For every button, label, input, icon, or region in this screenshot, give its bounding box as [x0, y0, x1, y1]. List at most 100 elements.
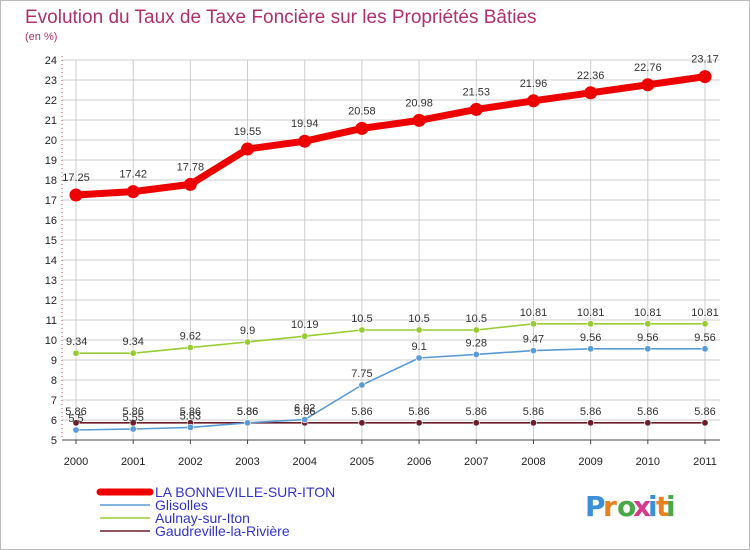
series-point: [244, 419, 252, 427]
legend-label: Aulnay-sur-Iton: [155, 510, 250, 526]
x-tick-label: 2006: [407, 456, 431, 468]
data-label: 10.5: [408, 313, 429, 325]
series-point: [358, 381, 366, 389]
series-point: [644, 320, 652, 328]
data-label: 10.5: [351, 313, 372, 325]
series-point: [701, 419, 709, 427]
data-label: 17.25: [62, 172, 90, 184]
y-tick-label: 13: [45, 275, 57, 287]
data-label: 10.81: [691, 307, 719, 319]
series-point: [529, 320, 537, 328]
data-label: 20.58: [348, 105, 376, 117]
x-tick-label: 2007: [464, 456, 488, 468]
y-tick-label: 12: [45, 295, 57, 307]
data-label: 5.86: [237, 406, 258, 418]
logo-letter: t: [656, 490, 669, 523]
x-tick-label: 2010: [636, 456, 660, 468]
series-point: [526, 94, 540, 108]
data-label: 10.81: [634, 307, 662, 319]
x-tick-label: 2001: [121, 456, 145, 468]
series-point: [472, 419, 480, 427]
data-label: 9.34: [66, 336, 87, 348]
series-point: [129, 349, 137, 357]
x-tick-label: 2009: [578, 456, 602, 468]
series-point: [126, 185, 140, 199]
data-label: 9.56: [637, 332, 658, 344]
x-tick-label: 2004: [292, 456, 316, 468]
series-point: [241, 142, 255, 156]
data-label: 9.34: [122, 336, 143, 348]
data-label: 10.81: [520, 307, 548, 319]
logo-letter: i: [666, 490, 676, 523]
data-label: 21.96: [520, 78, 548, 90]
data-label: 5.86: [580, 406, 601, 418]
x-tick-label: 2002: [178, 456, 202, 468]
series-line: [75, 347, 706, 431]
data-label: 5.86: [237, 406, 258, 418]
series-point: [183, 177, 197, 191]
logo-letter: x: [633, 490, 651, 523]
series-point: [701, 320, 709, 328]
series-point: [472, 350, 480, 358]
data-label: 9.62: [180, 331, 201, 343]
data-label: 5.5: [68, 413, 83, 425]
data-label: 5.86: [466, 406, 487, 418]
legend-label: Gaudreville-la-Rivière: [155, 523, 290, 539]
x-tick-label: 2003: [235, 456, 259, 468]
data-label: 5.63: [180, 410, 201, 422]
data-label: 9.9: [240, 325, 255, 337]
data-label: 5.86: [122, 406, 143, 418]
chart-title: Evolution du Taux de Taxe Foncière sur l…: [25, 7, 537, 28]
series-line: [72, 73, 709, 199]
logo-letter: P: [585, 490, 606, 523]
data-label: 10.19: [291, 319, 319, 331]
series-point: [469, 102, 483, 116]
series-point: [355, 121, 369, 135]
data-label: 19.94: [291, 118, 319, 130]
series-point: [529, 347, 537, 355]
data-label: 5.86: [408, 406, 429, 418]
data-labels: 17.25 17.42 17.78 19.55 19.94 20.58 20.98 21.53…: [62, 54, 719, 425]
data-label: 10.5: [466, 313, 487, 325]
series-point: [129, 425, 137, 433]
y-tick-label: 10: [45, 335, 57, 347]
y-tick-label: 24: [45, 55, 57, 67]
series-point: [301, 332, 309, 340]
series-point: [186, 423, 194, 431]
series-point: [587, 419, 595, 427]
series-point: [529, 419, 537, 427]
data-label: 9.47: [523, 334, 544, 346]
y-tick-label: 6: [51, 415, 57, 427]
data-label: 20.98: [405, 97, 433, 109]
legend-label: Glisolles: [155, 497, 208, 513]
series-point: [644, 345, 652, 353]
data-label: 6.02: [294, 403, 315, 415]
data-label: 5.86: [637, 406, 658, 418]
series-point: [587, 320, 595, 328]
data-label: 5.86: [180, 406, 201, 418]
series-point: [415, 326, 423, 334]
data-label: 9.56: [694, 332, 715, 344]
y-tick-label: 20: [45, 135, 57, 147]
data-label: 23.17: [691, 54, 719, 66]
data-label: 19.55: [234, 126, 262, 138]
series-point: [415, 419, 423, 427]
y-tick-label: 9: [51, 355, 57, 367]
y-tick-label: 16: [45, 215, 57, 227]
y-tick-label: 8: [51, 375, 57, 387]
data-label: 22.36: [577, 70, 605, 82]
data-label: 9.56: [580, 332, 601, 344]
y-tick-label: 5: [51, 435, 57, 447]
logo-letter: o: [617, 490, 636, 523]
y-tick-label: 23: [45, 75, 57, 87]
data-label: 5.55: [122, 412, 143, 424]
axes: 5 6 7 8 9 10 11 12 13 14 15 16 17 18 19 20 21 22 23 24 2000 2…: [45, 55, 720, 468]
series-line: [75, 322, 706, 355]
y-tick-label: 22: [45, 95, 57, 107]
data-label: 22.76: [634, 62, 662, 74]
series-point: [69, 188, 83, 202]
